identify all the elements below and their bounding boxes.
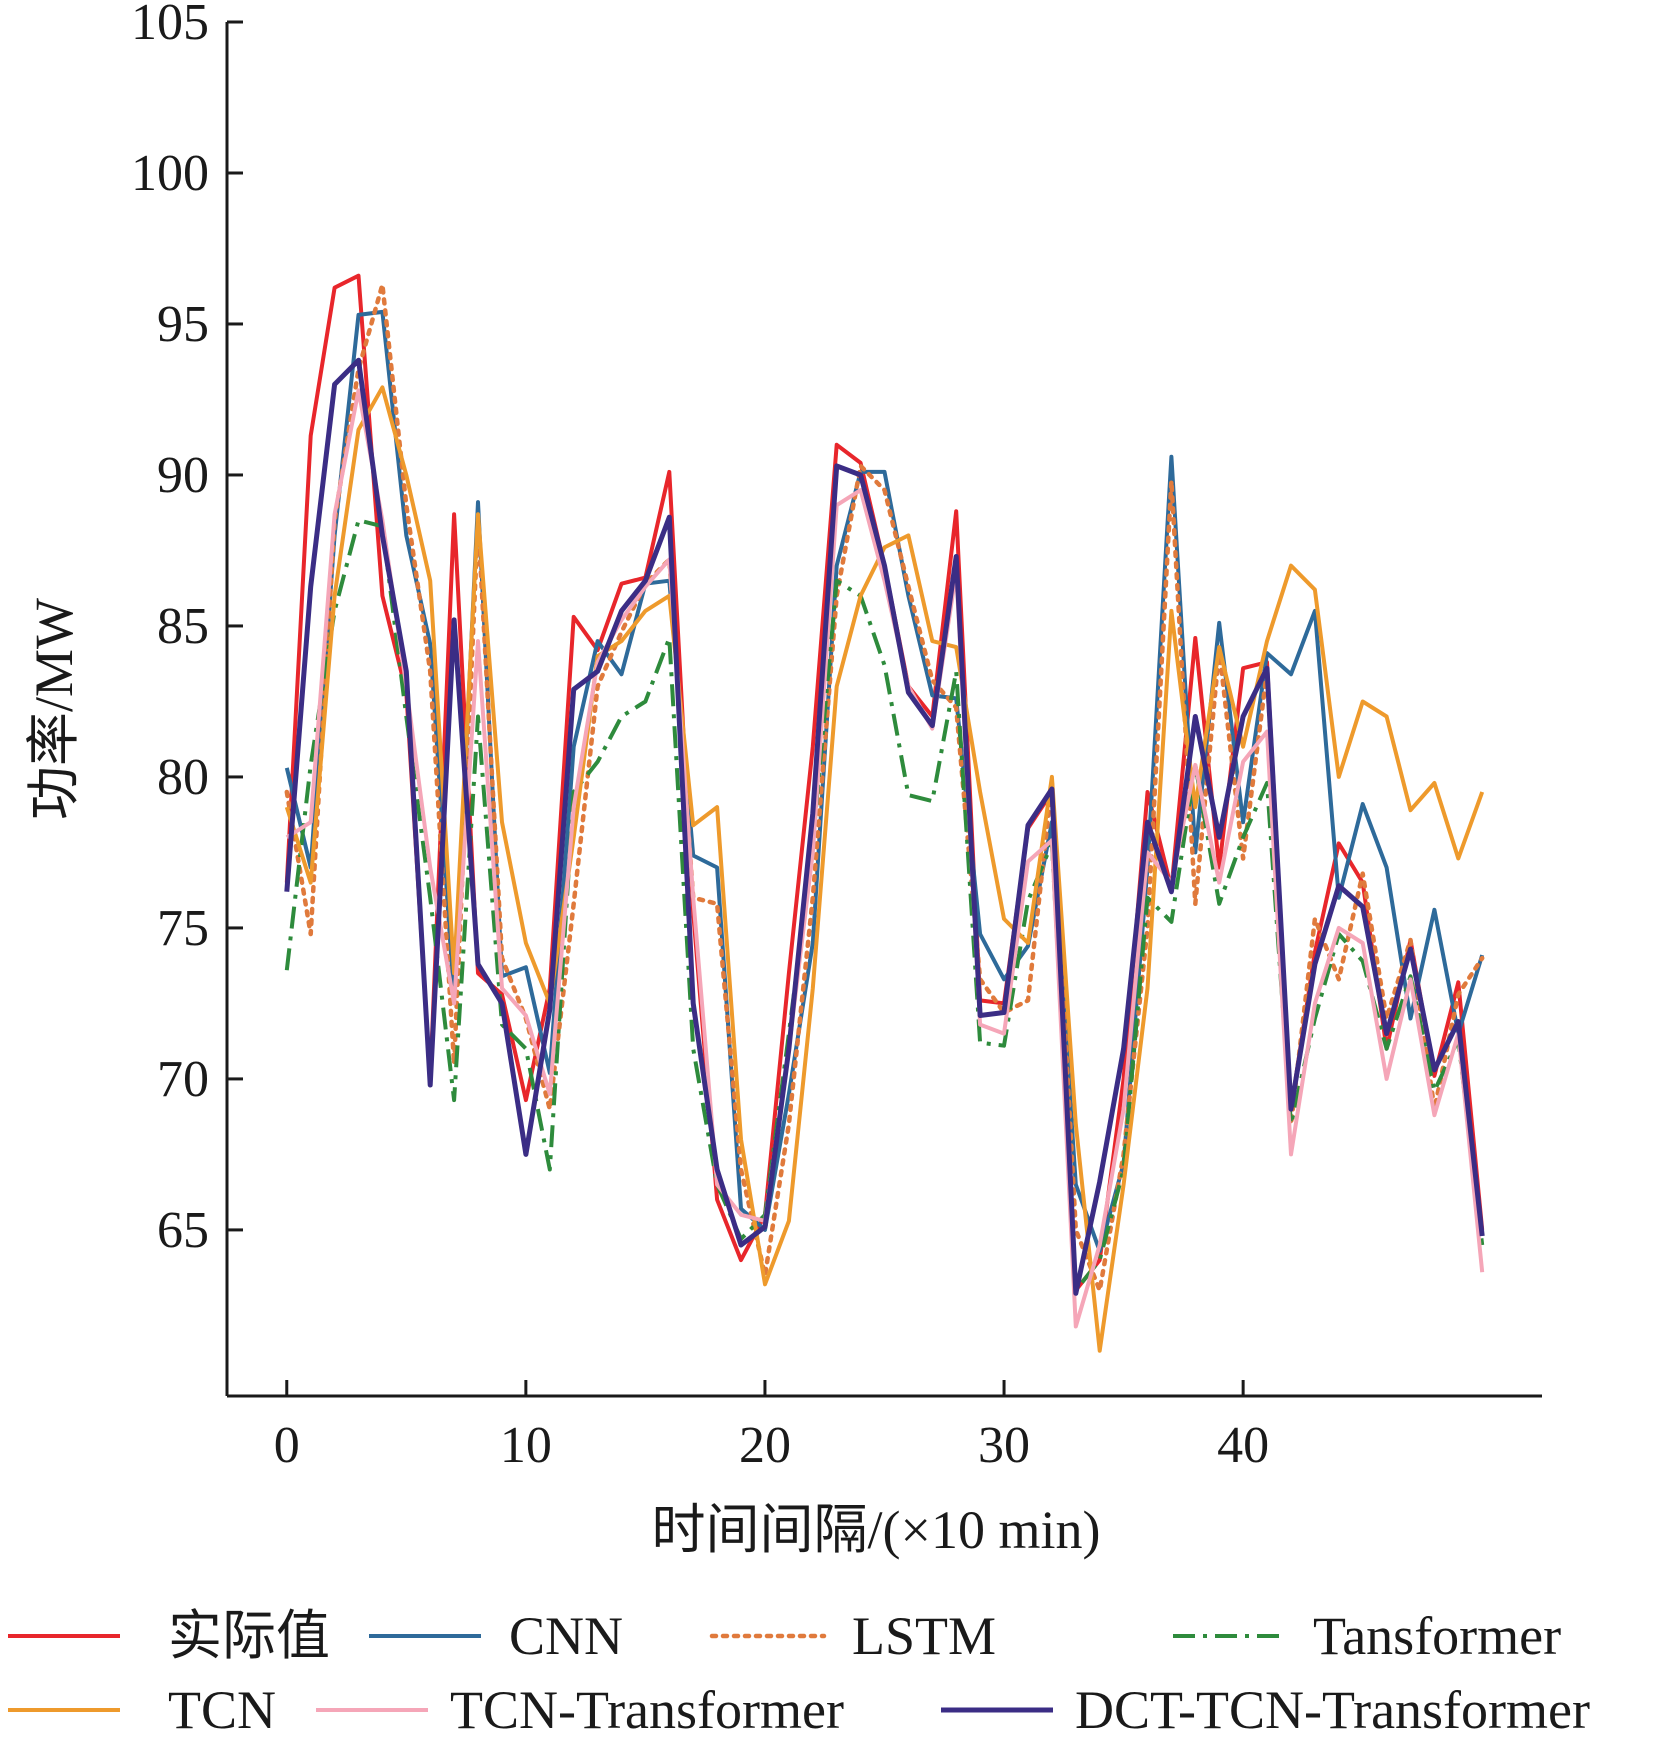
y-tick-label: 90	[157, 447, 209, 504]
y-axis-title: 功率/MW	[24, 598, 84, 820]
y-tick-label: 70	[157, 1051, 209, 1108]
legend-item: TCN-Transformer	[316, 1680, 844, 1740]
x-axis-title: 时间间隔/(×10 min)	[652, 1500, 1101, 1560]
series-line-4	[284, 518, 1485, 1293]
legend-item: DCT-TCN-Transformer	[941, 1680, 1590, 1740]
series-line-6	[285, 388, 1485, 1329]
legend-label: LSTM	[852, 1606, 996, 1666]
legend-item: CNN	[369, 1606, 623, 1666]
legend-label: DCT-TCN-Transformer	[1075, 1680, 1590, 1740]
legend-label: TCN	[168, 1680, 276, 1740]
legend-label: Tansformer	[1313, 1606, 1561, 1666]
legend-label: CNN	[509, 1606, 623, 1666]
x-tick-label: 30	[978, 1417, 1030, 1474]
series-line-7	[284, 357, 1485, 1296]
y-tick-label: 100	[131, 145, 209, 202]
y-tick-label: 80	[157, 749, 209, 806]
y-ticks: 65 70 75 80 85 90 95 100 105	[131, 0, 243, 1259]
x-tick-label: 0	[274, 1417, 300, 1474]
y-tick-label: 65	[157, 1202, 209, 1259]
x-tick-label: 40	[1217, 1417, 1269, 1474]
series-line-5	[284, 385, 1485, 1353]
y-tick-label: 95	[157, 296, 209, 353]
legend-item: 实际值	[8, 1606, 330, 1666]
series-layer	[284, 273, 1485, 1353]
y-tick-label: 85	[157, 598, 209, 655]
legend: 实际值 CNN LSTM Tansformer TCN TCN-Transformer DC…	[8, 1606, 1590, 1740]
legend-label: 实际值	[168, 1606, 330, 1666]
plot-area: 65 70 75 80 85 90 95 100 105 0 10 20 30 40	[131, 0, 1542, 1474]
x-tick-label: 20	[739, 1417, 791, 1474]
legend-item: LSTM	[709, 1606, 996, 1666]
x-tick-label: 10	[500, 1417, 552, 1474]
y-tick-label: 75	[157, 900, 209, 957]
y-tick-label: 105	[131, 0, 209, 51]
legend-item: Tansformer	[1173, 1606, 1561, 1666]
x-ticks: 0 10 20 30 40	[274, 1380, 1269, 1474]
legend-label: TCN-Transformer	[450, 1680, 844, 1740]
legend-item: TCN	[8, 1680, 276, 1740]
